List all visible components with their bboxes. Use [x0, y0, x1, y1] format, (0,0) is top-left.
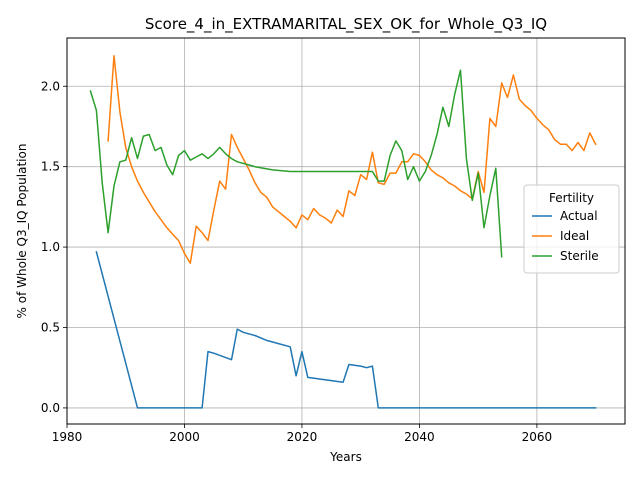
- series-line-sterile: [89, 69, 503, 258]
- legend-label-ideal: Ideal: [560, 229, 589, 243]
- chart-title: Score_4_in_EXTRAMARITAL_SEX_OK_for_Whole…: [145, 15, 547, 34]
- x-axis-label: Years: [329, 450, 362, 464]
- y-axis-label: % of Whole Q3_IQ Population: [15, 144, 29, 319]
- plot-frame: [66, 37, 626, 425]
- x-tick-label: 2020: [287, 430, 318, 444]
- x-tick-label: 2060: [522, 430, 553, 444]
- legend-title: Fertility: [549, 191, 594, 205]
- legend-box: [523, 184, 620, 274]
- series-line-ideal: [107, 54, 597, 264]
- x-axis: 1980 2000 2020 2040 2060: [52, 424, 552, 444]
- x-tick-label: 2000: [169, 430, 200, 444]
- legend-label-actual: Actual: [560, 209, 598, 223]
- grid: [66, 38, 625, 424]
- y-tick-label: 2.0: [41, 79, 60, 93]
- legend-label-sterile: Sterile: [560, 249, 599, 263]
- series-line-actual: [95, 250, 597, 409]
- y-tick-label: 1.5: [41, 160, 60, 174]
- y-tick-label: 0.0: [41, 401, 60, 415]
- y-axis: 0.0 0.5 1.0 1.5 2.0: [41, 79, 67, 415]
- y-tick-label: 0.5: [41, 321, 60, 335]
- legend: Fertility Actual Ideal Sterile: [523, 184, 620, 274]
- x-tick-label: 2040: [404, 430, 435, 444]
- y-tick-label: 1.0: [41, 240, 60, 254]
- x-tick-label: 1980: [52, 430, 83, 444]
- series-layer: [89, 54, 597, 409]
- legend-items: Actual Ideal Sterile: [532, 209, 599, 263]
